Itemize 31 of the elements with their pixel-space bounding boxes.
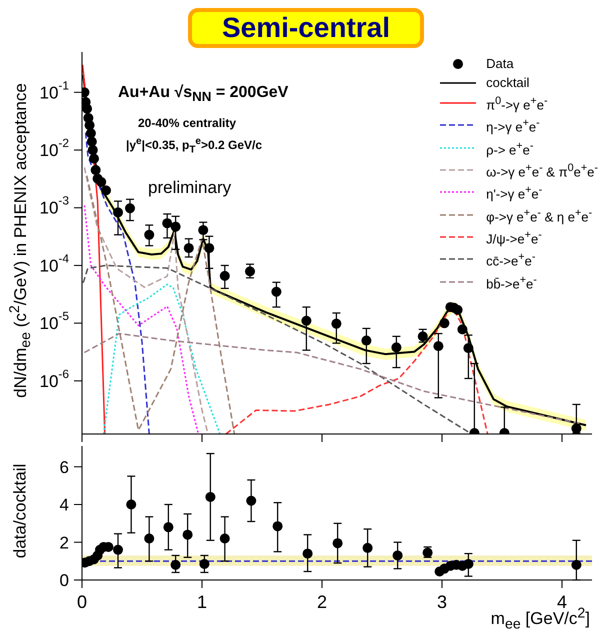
y-tick-label: 10$^{-4}$ [40,251,70,275]
y-tick-label: 2 [60,532,69,552]
legend-label: cocktail [486,74,530,92]
legend-label: Data [486,55,514,73]
y-tick-label: 10$^{-3}$ [40,194,70,218]
x-tick-label: 0 [76,592,88,612]
y-tick-label: 10$^{-6}$ [40,366,70,390]
x-tick-label: 1 [196,592,208,612]
annotation: preliminary [148,178,232,197]
legend-label: π$^{0}$->γ e$^{+}$e$^{-}$ [486,94,548,114]
legend-label: η->γ e$^{+}$e$^{-}$ [486,116,540,137]
y-tick-label: 10$^{-5}$ [40,309,70,333]
y-tick-label: 10$^{-2}$ [40,136,70,160]
annotation: Au+Au √s$_{NN}$ = 200GeV [118,84,288,104]
text: ω->γ e$^{+}$e$^{-}$ & π$^{0}$e$^{+}$e$^{-}$ [486,162,598,180]
annotation: 20-40% centrality [138,116,236,130]
legend-label: cc̄->e$^{+}$e$^{-}$ [486,250,536,271]
annotation: |y$^{e}$|<0.35, p$_{T}$$^{e}$>0.2 GeV/c [126,136,262,156]
x-tick-label: 3 [436,592,448,612]
legend-label: bb̄->e$^{+}$e$^{-}$ [486,272,537,293]
y-tick-label: 0 [60,570,69,590]
y-tick-label: 10$^{-1}$ [40,78,70,102]
y-axis-title: data/cocktail [10,464,29,558]
legend-label: φ->γ e$^{+}$e$^{-}$ & η e$^{+}$e$^{-}$ [486,206,592,226]
legend-label: ρ-> e$^{+}$e$^{-}$ [486,138,534,159]
x-tick-label: 2 [316,592,328,612]
legend-label: η'->γ e$^{+}$e$^{-}$ [486,183,542,204]
legend-label: J/ψ->e$^{+}$e$^{-}$ [486,228,542,248]
y-tick-label: 4 [60,495,69,514]
y-tick-label: 6 [60,457,69,476]
chart-title: Semi-central [222,12,390,43]
